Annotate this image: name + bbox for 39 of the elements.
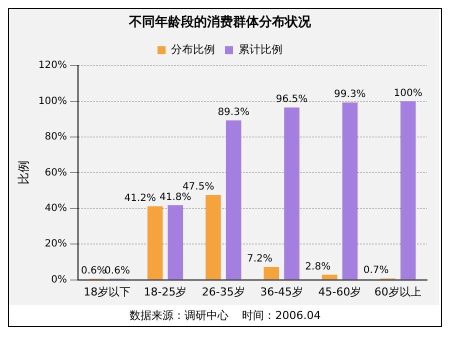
data-label: 99.3% xyxy=(334,89,366,100)
legend-label: 累计比例 xyxy=(238,42,282,56)
bar xyxy=(342,102,358,280)
bar xyxy=(322,274,338,280)
bar xyxy=(284,108,300,280)
x-tick-label: 18岁以下 xyxy=(84,285,131,298)
chart-title: 不同年龄段的消费群体分布状况 xyxy=(128,15,312,30)
y-tick-label: 40% xyxy=(44,202,67,214)
x-tick-label: 60岁以上 xyxy=(374,285,422,298)
bar xyxy=(206,195,221,280)
y-tick-label: 120% xyxy=(38,60,67,72)
x-tick-label: 26-35岁 xyxy=(202,285,245,298)
data-label: 0.6% xyxy=(104,265,130,276)
y-tick-label: 100% xyxy=(38,96,67,107)
y-tick-label: 20% xyxy=(44,238,67,250)
data-label: 0.7% xyxy=(363,265,389,276)
data-label: 89.3% xyxy=(218,106,250,118)
bar xyxy=(168,205,184,280)
data-label: 47.5% xyxy=(182,182,214,193)
bar xyxy=(400,101,416,280)
source-note: 数据来源：调研中心 时间：2006.04 xyxy=(128,308,322,324)
data-label: 0.6% xyxy=(80,265,106,276)
data-label: 100% xyxy=(394,88,422,99)
data-label: 41.2% xyxy=(124,192,156,204)
y-axis-title: 比例 xyxy=(16,160,30,185)
data-label: 41.8% xyxy=(160,192,192,203)
data-label: 2.8% xyxy=(305,261,331,272)
x-tick-label: 18-25岁 xyxy=(144,285,187,298)
legend-label: 分布比例 xyxy=(171,42,215,56)
bar xyxy=(147,206,163,280)
bar xyxy=(226,120,242,280)
bar xyxy=(264,266,280,280)
y-tick-label: 60% xyxy=(44,167,67,178)
y-tick-label: 80% xyxy=(44,132,67,143)
data-label: 96.5% xyxy=(276,94,308,106)
data-label: 7.2% xyxy=(246,254,272,265)
x-tick-label: 36-45岁 xyxy=(260,285,304,298)
x-tick-label: 45-60岁 xyxy=(318,285,362,298)
y-tick-label: 0% xyxy=(51,274,67,286)
